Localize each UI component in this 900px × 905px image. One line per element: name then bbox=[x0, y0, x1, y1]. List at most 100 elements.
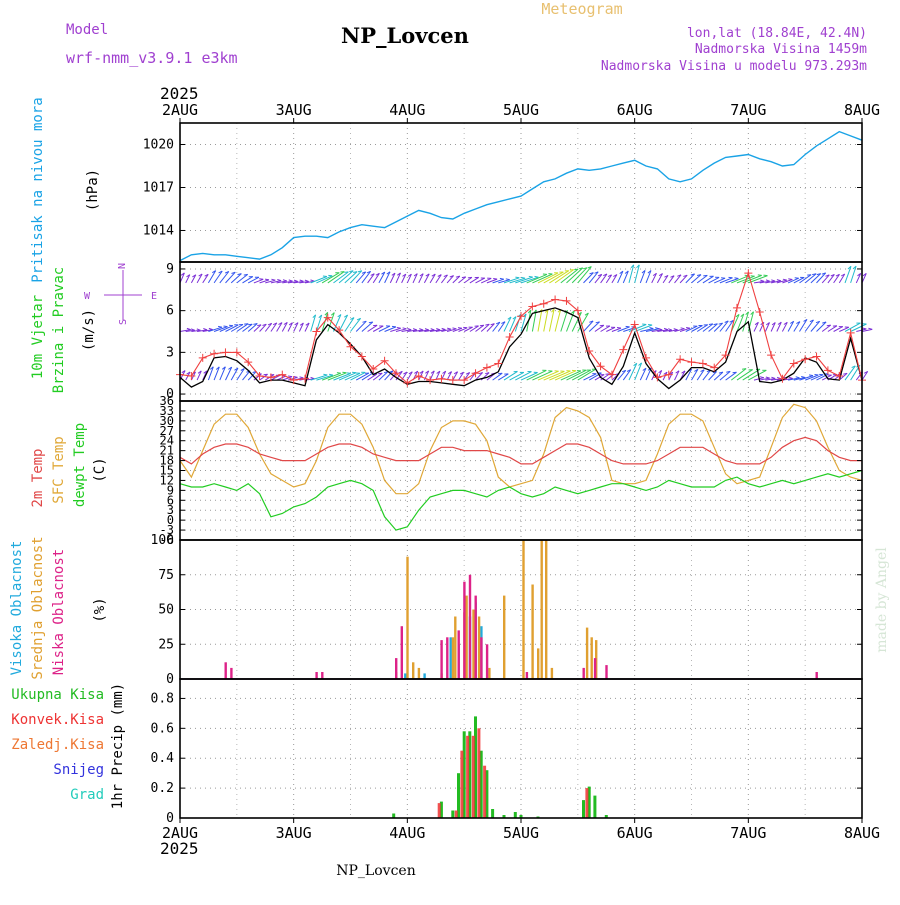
cloud-low-bar bbox=[225, 662, 227, 679]
wind-barb-head bbox=[735, 278, 739, 279]
y-tick-label: 3 bbox=[166, 345, 174, 360]
wind-barb-head bbox=[574, 269, 578, 270]
footer-title: NP_Lovcen bbox=[336, 863, 415, 879]
wind-barb-head bbox=[493, 279, 497, 280]
cloud-mid-bar bbox=[478, 617, 480, 680]
wind-barb-head bbox=[378, 373, 382, 374]
wind-barb-head bbox=[686, 328, 690, 329]
cloud-ylabel-mid: Srednja Oblacnost bbox=[30, 536, 46, 679]
cloud-low-bar bbox=[475, 596, 477, 679]
precip-legend-total: Ukupna Kisa bbox=[11, 687, 104, 703]
wind-barb-head bbox=[498, 373, 502, 374]
wind-barb-head bbox=[323, 276, 327, 277]
precip-ylabel: 1hr Precip (mm) bbox=[110, 683, 126, 809]
cloud-mid-bar bbox=[531, 585, 533, 680]
x-tick-label: 6AUG bbox=[617, 101, 653, 119]
cloud-mid-bar bbox=[586, 628, 588, 679]
cloud-low-bar bbox=[230, 668, 232, 679]
cloud-mid-bar bbox=[472, 610, 474, 680]
precip-total-bar bbox=[514, 812, 517, 818]
cloud-ylabel-high: Visoka Oblacnost bbox=[9, 541, 25, 676]
wind-barb-head bbox=[342, 372, 346, 373]
wind-barb-head bbox=[458, 328, 462, 329]
precip-legend-conv: Konvek.Kisa bbox=[11, 712, 104, 728]
x-tick-label: 2AUG bbox=[162, 824, 198, 842]
compass-south: S bbox=[118, 319, 129, 325]
x-tick-label: 6AUG bbox=[617, 824, 653, 842]
wind-barb-head bbox=[648, 325, 652, 326]
wind-barb-head bbox=[815, 375, 819, 376]
wind-barb-head bbox=[264, 374, 268, 375]
cloud-low-bar bbox=[605, 665, 607, 679]
cloud-low-bar bbox=[526, 672, 528, 679]
precip-conv-bar bbox=[585, 788, 588, 818]
y-tick-label: 0 bbox=[166, 672, 174, 687]
cloud-mid-bar bbox=[418, 668, 420, 679]
model-name: wrf-nmm_v3.9.1 e3km bbox=[66, 49, 238, 67]
cloud-mid-bar bbox=[452, 637, 454, 679]
cloud-mid-bar bbox=[551, 668, 553, 679]
pressure-unit: (hPa) bbox=[85, 169, 101, 211]
model-elevation-label: Nadmorska Visina u modelu 973.293m bbox=[601, 59, 867, 74]
cloud-mid-bar bbox=[412, 662, 414, 679]
precip-legend-ice: Zaledj.Kisa bbox=[11, 737, 104, 753]
wind-barb-head bbox=[462, 277, 466, 278]
compass-north: N bbox=[117, 263, 128, 269]
y-tick-label: 100 bbox=[151, 533, 174, 548]
wind-barb-head bbox=[709, 324, 713, 325]
cloud-mid-bar bbox=[406, 557, 408, 679]
y-tick-label: 0.6 bbox=[151, 721, 174, 736]
y-tick-label: 75 bbox=[158, 568, 174, 583]
cloud-mid-bar bbox=[541, 540, 543, 679]
cloud-high-bar bbox=[404, 673, 406, 679]
x-tick-label: 2AUG bbox=[162, 101, 198, 119]
temp-unit: (C) bbox=[92, 457, 108, 482]
cloud-low-bar bbox=[446, 637, 448, 679]
wind-ylabel-sub: Brzina i Pravac bbox=[51, 267, 67, 393]
precip-total-bar bbox=[451, 811, 454, 819]
precip-total-bar bbox=[582, 800, 585, 818]
cloud-low-bar bbox=[315, 672, 317, 679]
y-tick-label: 1020 bbox=[143, 137, 174, 152]
compass-west: W bbox=[84, 291, 91, 302]
precip-conv-bar bbox=[438, 803, 441, 818]
x-tick-label: 7AUG bbox=[730, 101, 766, 119]
wind-barb-head bbox=[344, 272, 348, 273]
x-tick-label: 3AUG bbox=[276, 824, 312, 842]
wind-barb-head bbox=[259, 279, 263, 280]
cloud-low-bar bbox=[321, 672, 323, 679]
y-tick-label: 1014 bbox=[143, 223, 174, 238]
precip-conv-bar bbox=[483, 766, 486, 818]
cloud-low-bar bbox=[440, 640, 442, 679]
pressure-ylabel: Pritisak na nivou mora bbox=[30, 97, 46, 282]
y-tick-label: 0.8 bbox=[151, 691, 174, 706]
y-tick-label: 0.4 bbox=[151, 751, 175, 766]
model-label: Model bbox=[66, 22, 108, 38]
cloud-mid-bar bbox=[522, 540, 524, 679]
cloud-low-bar bbox=[816, 672, 818, 679]
cloud-mid-bar bbox=[537, 648, 539, 679]
compass-east: E bbox=[151, 291, 157, 302]
wind-barb-head bbox=[626, 326, 630, 327]
precip-legend-hail: Grad bbox=[70, 787, 104, 803]
wind-barb-head bbox=[392, 326, 396, 327]
cloud-low-bar bbox=[594, 658, 596, 679]
precip-conv-bar bbox=[472, 736, 475, 818]
y-tick-label: 1017 bbox=[143, 180, 174, 195]
x-tick-label: 5AUG bbox=[503, 101, 539, 119]
wind-barb-head bbox=[764, 275, 768, 276]
cloud-mid-bar bbox=[488, 668, 490, 679]
wind-barb-head bbox=[347, 373, 351, 374]
x-tick-label: 7AUG bbox=[730, 824, 766, 842]
wind-barb-head bbox=[617, 328, 621, 329]
precip-conv-bar bbox=[466, 736, 469, 818]
wind-barb-head bbox=[703, 275, 707, 276]
meteogram-label: Meteogram bbox=[541, 0, 622, 18]
y-tick-label: 25 bbox=[158, 637, 174, 652]
wind-barb-head bbox=[480, 325, 484, 326]
precip-conv-bar bbox=[460, 751, 463, 818]
cloud-low-bar bbox=[401, 626, 403, 679]
wind-barb-head bbox=[468, 277, 472, 278]
elevation-label: Nadmorska Visina 1459m bbox=[695, 42, 867, 57]
